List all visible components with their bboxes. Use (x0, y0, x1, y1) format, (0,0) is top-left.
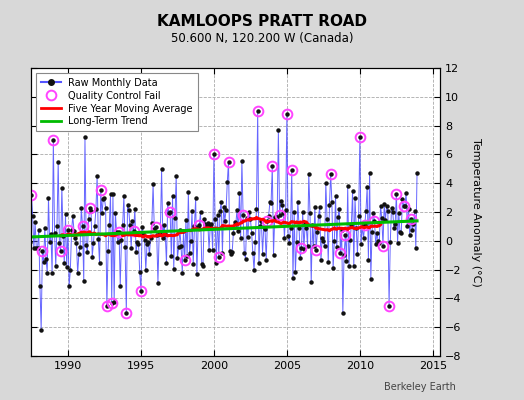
Text: KAMLOOPS PRATT ROAD: KAMLOOPS PRATT ROAD (157, 14, 367, 29)
Legend: Raw Monthly Data, Quality Control Fail, Five Year Moving Average, Long-Term Tren: Raw Monthly Data, Quality Control Fail, … (36, 73, 198, 131)
Y-axis label: Temperature Anomaly (°C): Temperature Anomaly (°C) (471, 138, 481, 286)
Text: 50.600 N, 120.200 W (Canada): 50.600 N, 120.200 W (Canada) (171, 32, 353, 45)
Text: Berkeley Earth: Berkeley Earth (384, 382, 456, 392)
